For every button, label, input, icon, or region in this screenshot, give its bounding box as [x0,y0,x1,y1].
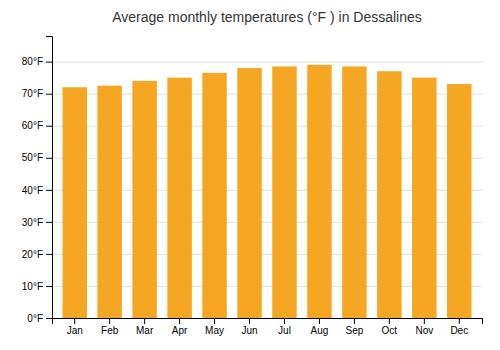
y-tick-label: 30°F [22,217,43,228]
y-tick-mark [46,190,52,191]
y-tick-label: 40°F [22,185,43,196]
y-tick-mark [46,222,52,223]
x-tick-mark [109,318,110,324]
x-tick-label: Dec [450,325,468,336]
x-tick-label: Oct [382,325,398,336]
y-tick-label: 60°F [22,120,43,131]
bar [342,66,366,318]
x-tick: Sep [345,318,363,336]
x-tick-label: Jan [67,325,83,336]
x-tick-mark [389,318,390,324]
y-tick-label: 10°F [22,281,43,292]
x-tick-label: May [205,325,224,336]
y-tick: 60°F [22,120,52,131]
y-tick-label: 70°F [22,88,43,99]
y-tick-label: 0°F [27,313,43,324]
y-tick: 80°F [22,56,52,67]
chart: 0°F 10°F 20°F 30°F 40°F 50°F 60°F 70°F 80°F Jan Fe… [0,0,500,350]
x-tick-mark [319,318,320,324]
x-tick-label: Jul [278,325,291,336]
bar [447,84,471,318]
x-tick-label: Jun [241,325,257,336]
y-tick-mark [46,254,52,255]
x-tick: May [205,318,224,336]
x-tick-mark [144,318,145,324]
x-tick-label: Feb [101,325,119,336]
y-tick: 30°F [22,217,52,228]
x-tick-mark [249,318,250,324]
y-tick-mark [46,286,52,287]
grid [52,62,482,318]
x-tick-mark [284,318,285,324]
x-axis-line [53,319,483,325]
x-tick: Jul [278,318,291,336]
y-tick: 40°F [22,185,52,196]
x-tick: Feb [101,318,119,336]
x-tick-label: Apr [172,325,188,336]
y-axis: 0°F 10°F 20°F 30°F 40°F 50°F 60°F 70°F 80°F [22,37,53,324]
grid-line [52,62,482,63]
y-axis-line [46,37,53,319]
x-tick: Dec [450,318,468,336]
x-tick: Aug [311,318,329,336]
x-tick-label: Sep [345,325,363,336]
x-tick-mark [214,318,215,324]
bar [97,86,121,318]
x-tick-mark [459,318,460,324]
y-tick: 0°F [27,313,52,324]
y-tick: 20°F [22,249,52,260]
x-axis: Jan Feb Mar Apr May Jun Jul Aug Sep Oct Nov Dec [53,318,483,336]
y-tick: 50°F [22,152,52,163]
y-tick-label: 20°F [22,249,43,260]
x-tick-mark [74,318,75,324]
x-tick: Apr [172,318,188,336]
x-tick-mark [354,318,355,324]
y-tick-mark [46,94,52,95]
bars [62,65,471,318]
x-tick: Jan [67,318,83,336]
y-tick-label: 50°F [22,152,43,163]
title: Average monthly temperatures (°F ) in De… [112,9,422,25]
x-tick-mark [424,318,425,324]
bar [167,78,191,318]
y-tick-mark [46,62,52,63]
x-tick-label: Nov [415,325,433,336]
bar [377,71,401,318]
bar [237,68,261,318]
bar [62,87,86,318]
bar [412,78,436,318]
plot: 0°F 10°F 20°F 30°F 40°F 50°F 60°F 70°F 80°F Jan Fe… [22,37,483,337]
x-tick-mark [179,318,180,324]
x-tick: Mar [136,318,154,336]
bar [202,73,226,318]
y-tick-mark [46,126,52,127]
grid-tick [52,62,482,63]
y-tick-mark [46,158,52,159]
bar [307,65,331,318]
y-tick: 10°F [22,281,52,292]
x-tick-label: Aug [311,325,329,336]
y-tick: 70°F [22,88,52,99]
x-tick-label: Mar [136,325,154,336]
x-tick: Jun [241,318,257,336]
x-tick: Nov [415,318,433,336]
bar [272,66,296,318]
y-tick-label: 80°F [22,56,43,67]
x-tick: Oct [382,318,398,336]
y-tick-mark [46,318,52,319]
bar [132,81,156,318]
